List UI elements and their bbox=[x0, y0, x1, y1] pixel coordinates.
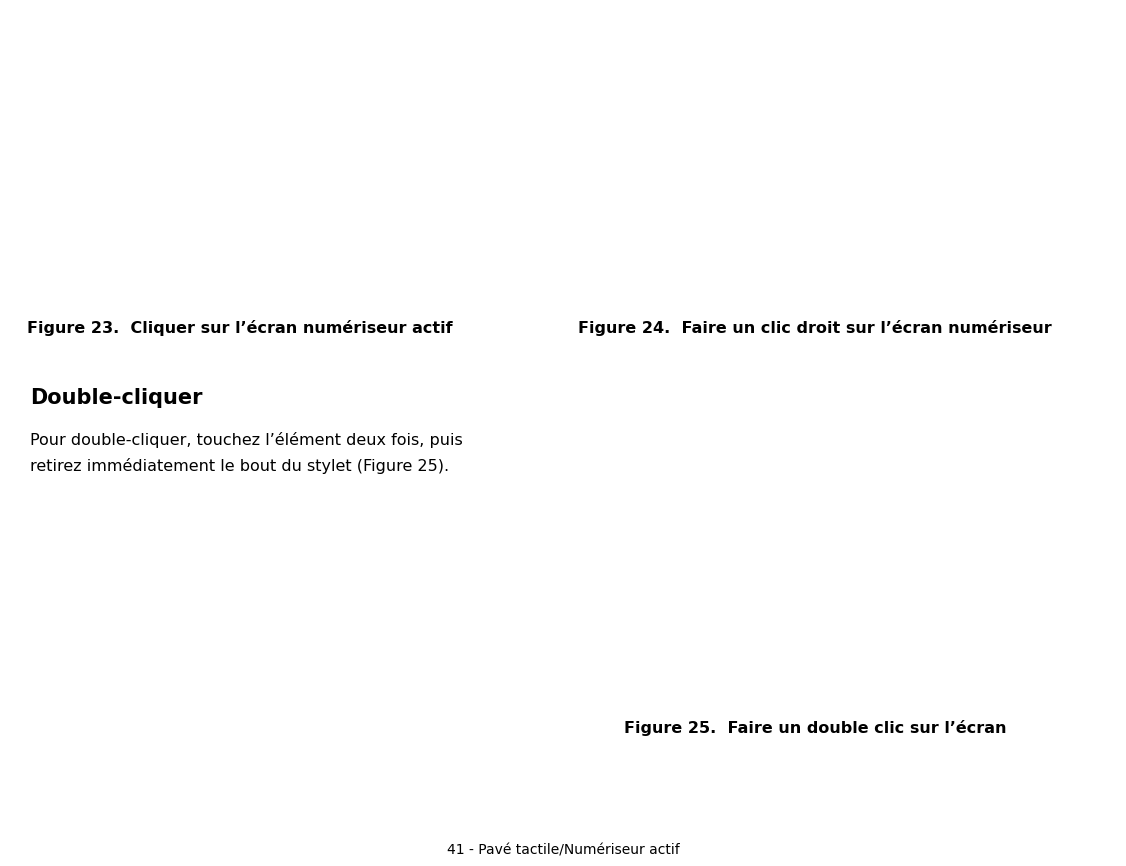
Text: retirez immédiatement le bout du stylet (Figure 25).: retirez immédiatement le bout du stylet … bbox=[30, 458, 449, 474]
Text: Figure 23.  Cliquer sur l’écran numériseur actif: Figure 23. Cliquer sur l’écran numériseu… bbox=[27, 320, 453, 336]
Text: Figure 24.  Faire un clic droit sur l’écran numériseur: Figure 24. Faire un clic droit sur l’écr… bbox=[578, 320, 1052, 336]
Text: 41 - Pavé tactile/Numériseur actif: 41 - Pavé tactile/Numériseur actif bbox=[447, 843, 679, 857]
Text: Figure 25.  Faire un double clic sur l’écran: Figure 25. Faire un double clic sur l’éc… bbox=[624, 720, 1007, 736]
Text: Pour double-cliquer, touchez l’élément deux fois, puis: Pour double-cliquer, touchez l’élément d… bbox=[30, 432, 463, 448]
Text: Double-cliquer: Double-cliquer bbox=[30, 388, 203, 408]
